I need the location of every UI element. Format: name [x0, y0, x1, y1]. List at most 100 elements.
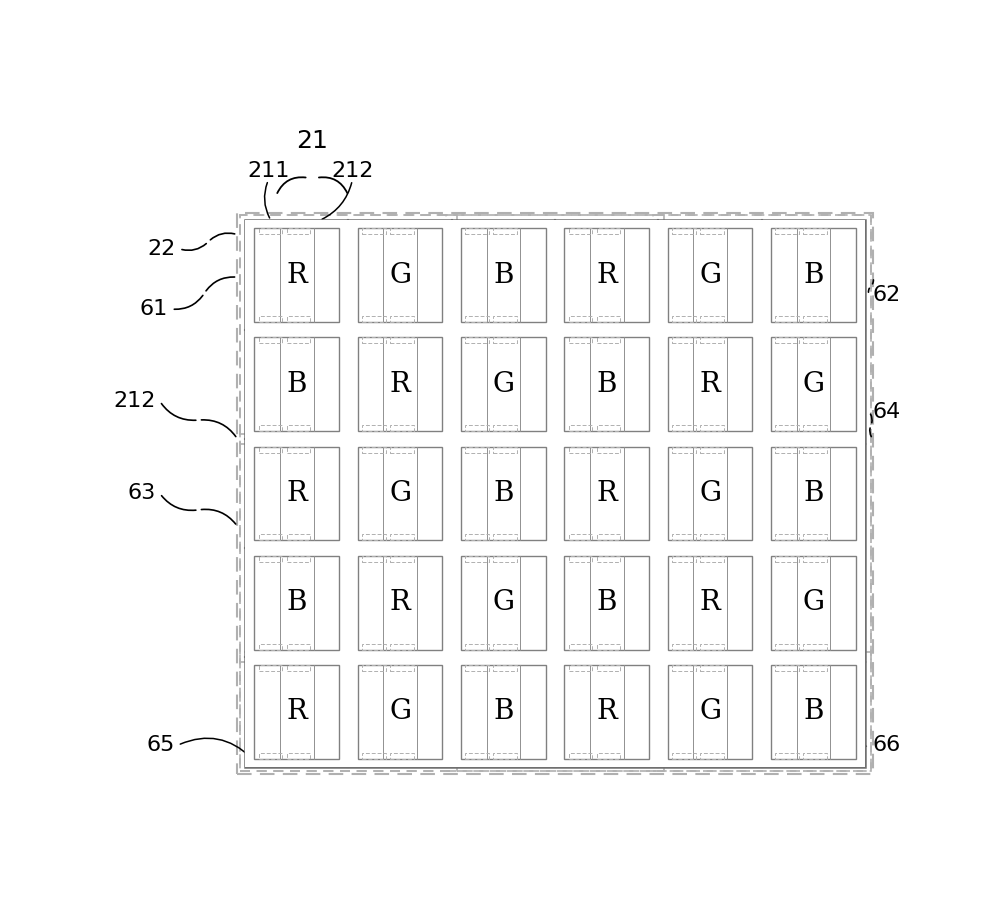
Bar — [564, 665, 649, 759]
Bar — [362, 316, 386, 322]
Bar — [672, 426, 696, 431]
Bar — [569, 534, 592, 541]
Bar — [390, 644, 414, 649]
Bar — [259, 752, 282, 759]
Bar — [461, 228, 546, 322]
Bar — [803, 752, 827, 759]
Bar — [390, 337, 414, 344]
Bar — [668, 555, 752, 649]
Bar — [493, 337, 517, 344]
Bar — [803, 555, 827, 562]
Bar — [672, 534, 696, 541]
Bar — [259, 555, 282, 562]
Text: 61: 61 — [139, 299, 168, 319]
Text: G: G — [492, 371, 514, 398]
Bar — [493, 555, 517, 562]
Bar — [254, 555, 339, 649]
Bar — [245, 439, 348, 548]
Bar — [658, 330, 762, 439]
Text: 21: 21 — [296, 129, 328, 153]
Bar — [465, 752, 489, 759]
Text: B: B — [597, 589, 617, 616]
Bar — [254, 228, 339, 322]
Bar — [287, 228, 310, 234]
Bar — [775, 337, 799, 344]
Bar — [762, 658, 865, 766]
Bar — [452, 220, 555, 330]
Bar — [771, 665, 856, 759]
Bar — [569, 426, 592, 431]
Bar — [461, 555, 546, 649]
Bar — [287, 644, 310, 649]
Bar — [555, 330, 658, 439]
Bar — [762, 220, 865, 330]
Bar — [771, 337, 856, 431]
Bar — [362, 555, 386, 562]
Bar — [287, 337, 310, 344]
Text: R: R — [596, 480, 617, 507]
Bar — [348, 439, 452, 548]
Bar — [700, 316, 724, 322]
Bar — [597, 447, 620, 452]
Bar — [390, 665, 414, 670]
Text: G: G — [699, 262, 721, 288]
Bar — [569, 337, 592, 344]
Text: G: G — [389, 698, 411, 726]
Bar — [452, 330, 555, 439]
Bar — [461, 665, 546, 759]
Text: B: B — [287, 589, 307, 616]
Bar — [668, 228, 752, 322]
Bar — [452, 548, 555, 658]
Bar — [358, 447, 442, 541]
Bar — [775, 228, 799, 234]
Bar — [672, 752, 696, 759]
Text: R: R — [596, 698, 617, 726]
Bar — [493, 644, 517, 649]
Bar — [493, 426, 517, 431]
Bar — [597, 534, 620, 541]
Bar — [245, 330, 348, 439]
Text: G: G — [699, 480, 721, 507]
Bar — [362, 426, 386, 431]
Bar — [348, 220, 452, 330]
Bar — [358, 555, 442, 649]
Bar — [348, 658, 452, 766]
Bar — [700, 447, 724, 452]
Bar — [362, 228, 386, 234]
Bar — [803, 316, 827, 322]
Text: R: R — [286, 480, 307, 507]
Text: R: R — [700, 371, 721, 398]
Bar — [254, 447, 339, 541]
Bar — [245, 220, 865, 766]
Bar — [775, 752, 799, 759]
Text: R: R — [596, 262, 617, 288]
Bar — [569, 665, 592, 670]
Bar — [803, 228, 827, 234]
Bar — [700, 555, 724, 562]
Bar — [465, 644, 489, 649]
Bar — [653, 216, 871, 772]
Bar — [287, 447, 310, 452]
Bar — [287, 426, 310, 431]
Text: G: G — [492, 589, 514, 616]
Bar — [493, 228, 517, 234]
Bar — [465, 447, 489, 452]
Bar — [803, 534, 827, 541]
Bar — [493, 665, 517, 670]
Text: 22: 22 — [147, 239, 175, 259]
Text: G: G — [389, 262, 411, 288]
Bar — [672, 555, 696, 562]
Bar — [245, 548, 348, 658]
Bar — [287, 555, 310, 562]
Bar — [597, 426, 620, 431]
Bar — [240, 216, 871, 444]
Bar — [461, 337, 546, 431]
Bar — [254, 665, 339, 759]
Bar — [390, 447, 414, 452]
Bar — [390, 316, 414, 322]
Bar — [555, 439, 658, 548]
Bar — [564, 337, 649, 431]
Bar — [668, 665, 752, 759]
Text: B: B — [597, 371, 617, 398]
Bar — [358, 337, 442, 431]
